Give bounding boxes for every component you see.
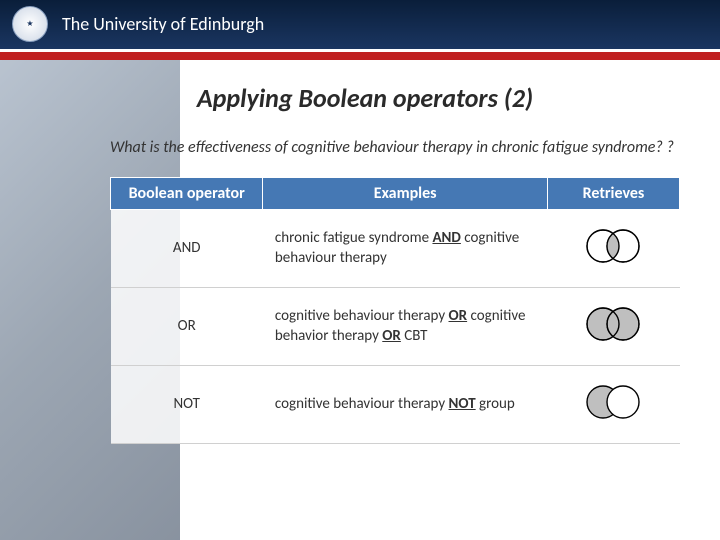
operator-cell: NOT [111,365,263,443]
slide-question: What is the effectiveness of cognitive b… [110,138,680,159]
venn-or-icon [573,302,653,346]
venn-not-icon [573,380,653,424]
venn-cell [547,209,679,287]
col-header-examples: Examples [263,177,548,209]
col-header-retrieves: Retrieves [547,177,679,209]
operators-table: Boolean operator Examples Retrieves AND … [110,177,680,444]
venn-cell [547,365,679,443]
table-row: NOT cognitive behaviour therapy NOT grou… [111,365,680,443]
table-row: AND chronic fatigue syndrome AND cogniti… [111,209,680,287]
slide-content: Applying Boolean operators (2) What is t… [0,60,720,444]
example-cell: cognitive behaviour therapy NOT group [263,365,548,443]
university-crest-icon: ★ [12,6,48,42]
header-divider-red [0,52,720,60]
table-header-row: Boolean operator Examples Retrieves [111,177,680,209]
col-header-operator: Boolean operator [111,177,263,209]
venn-cell [547,287,679,365]
slide-title: Applying Boolean operators (2) [50,82,680,114]
operator-cell: OR [111,287,263,365]
header-inner: ★ The University of Edinburgh [0,0,720,48]
operator-cell: AND [111,209,263,287]
venn-and-icon [573,224,653,268]
example-cell: chronic fatigue syndrome AND cognitive b… [263,209,548,287]
example-cell: cognitive behaviour therapy OR cognitive… [263,287,548,365]
header-band: ★ The University of Edinburgh [0,0,720,60]
university-name: The University of Edinburgh [62,13,264,35]
table-row: OR cognitive behaviour therapy OR cognit… [111,287,680,365]
